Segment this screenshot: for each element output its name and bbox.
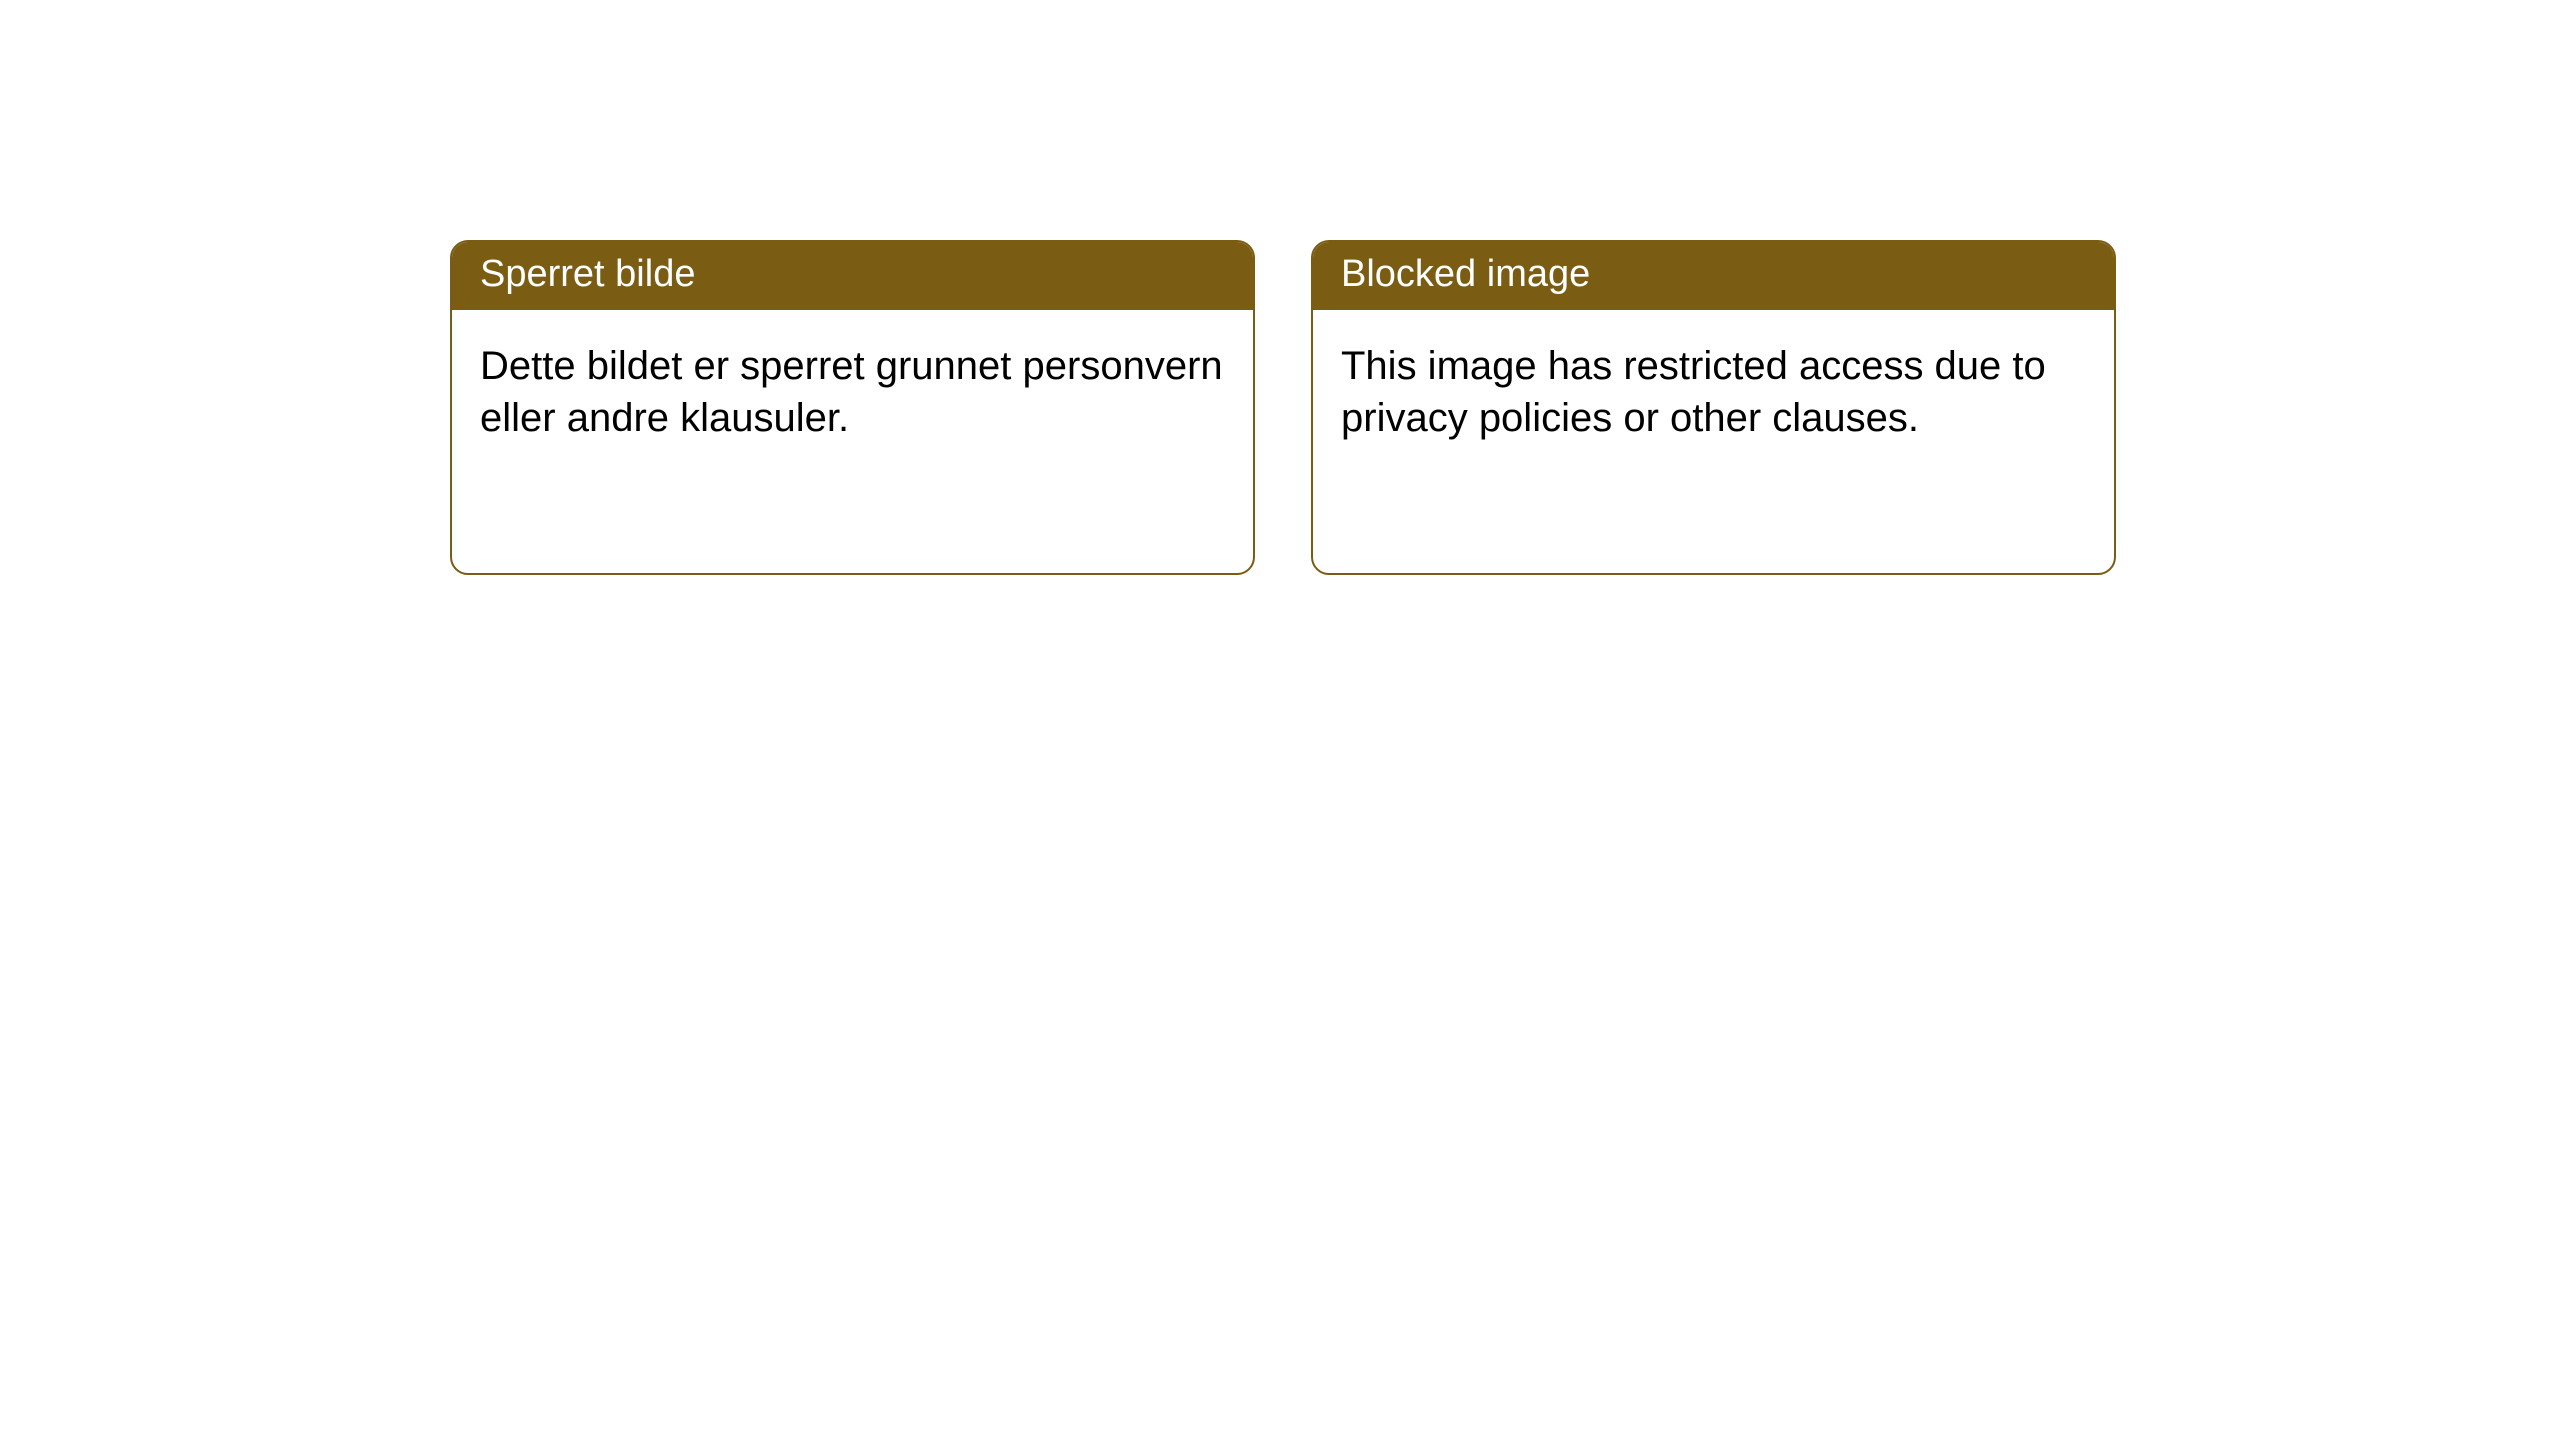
card-header-norwegian: Sperret bilde (452, 242, 1253, 310)
blocked-image-card-english: Blocked image This image has restricted … (1311, 240, 2116, 575)
notice-container: Sperret bilde Dette bildet er sperret gr… (0, 0, 2560, 575)
card-header-english: Blocked image (1313, 242, 2114, 310)
card-body-norwegian: Dette bildet er sperret grunnet personve… (452, 310, 1253, 474)
card-body-english: This image has restricted access due to … (1313, 310, 2114, 474)
blocked-image-card-norwegian: Sperret bilde Dette bildet er sperret gr… (450, 240, 1255, 575)
